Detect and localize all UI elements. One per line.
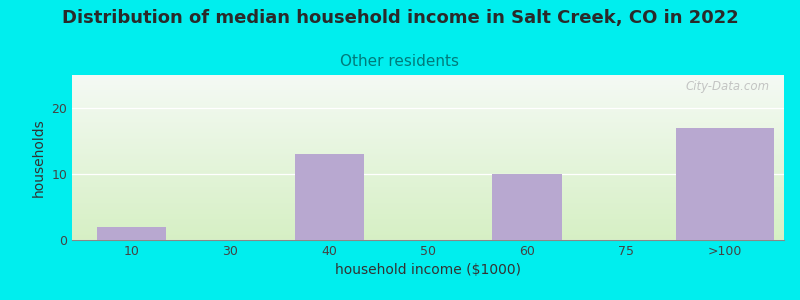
Text: Other residents: Other residents [341,54,459,69]
Text: Distribution of median household income in Salt Creek, CO in 2022: Distribution of median household income … [62,9,738,27]
Bar [492,174,562,240]
Y-axis label: households: households [32,118,46,197]
Bar [97,227,166,240]
Bar [294,154,364,240]
X-axis label: household income ($1000): household income ($1000) [335,263,521,278]
Text: City-Data.com: City-Data.com [686,80,770,93]
Bar [676,128,774,240]
